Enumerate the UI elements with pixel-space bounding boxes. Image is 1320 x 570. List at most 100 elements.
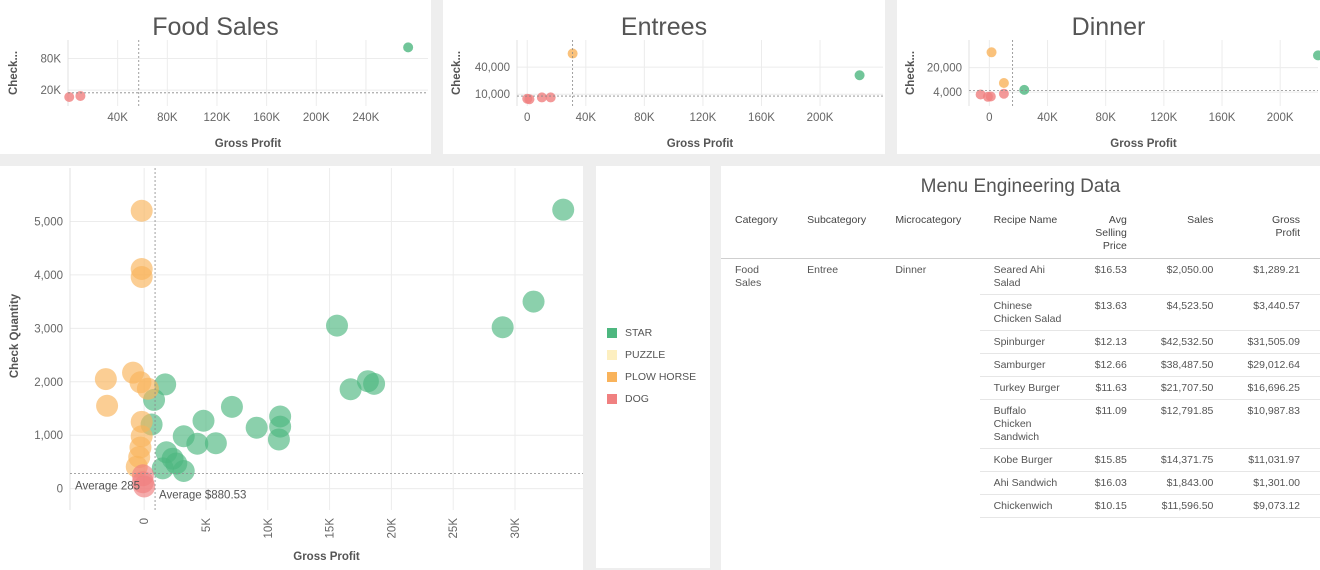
menu-engineering-scatter-chart[interactable]: 0 5K 10K 15K 20K 25K 30K 0 1,000 2,000 3,000 4,000 5… [0, 166, 583, 570]
data-point-dog[interactable] [75, 90, 86, 101]
plot-area [516, 40, 883, 106]
gross-profit-cell: $10,987.83 [1233, 399, 1320, 449]
data-point-dog[interactable] [64, 92, 75, 103]
chart-title: Dinner [1071, 13, 1146, 41]
legend-item-puzzle[interactable]: PUZZLE [607, 348, 665, 362]
legend-swatch [607, 372, 617, 382]
data-point-dog[interactable] [536, 92, 547, 103]
data-point-plow-horse[interactable] [136, 377, 159, 400]
column-header-microcategory[interactable]: Microcategory [895, 214, 962, 226]
data-point-star[interactable] [1019, 84, 1030, 95]
gross-profit-cell: $31,505.09 [1233, 330, 1320, 354]
legend-item-plow-horse[interactable]: PLOW HORSE [607, 370, 696, 384]
legend-panel: STAR PUZZLE PLOW HORSE DOG [596, 166, 710, 568]
y-axis-title: Check Quantity [9, 293, 21, 378]
sales-cell: $12,791.85 [1146, 399, 1234, 449]
column-header-category[interactable]: Category [735, 214, 778, 226]
data-point-dog[interactable] [524, 94, 535, 105]
entrees-scatter-chart[interactable]: 0 40K 80K 120K 160K 200K 10,000 40,000 Gross Pro… [443, 0, 885, 154]
legend-swatch [607, 394, 617, 404]
data-point-star[interactable] [151, 457, 174, 480]
data-point-star[interactable] [220, 395, 243, 418]
legend-label: STAR [625, 327, 653, 339]
column-header-gross-profit[interactable]: Gross Profit [1271, 214, 1300, 239]
table-row[interactable]: Turkey Burger $11.63 $21,707.50 $16,696.25 [721, 376, 1320, 400]
sales-cell: $2,050.00 [1146, 258, 1234, 295]
gross-profit-cell: $3,440.57 [1233, 294, 1320, 331]
data-point-plow-horse[interactable] [130, 199, 153, 222]
table-row[interactable]: Samburger $12.66 $38,487.50 $29,012.64 [721, 353, 1320, 377]
x-tick-label: 80K [157, 112, 178, 124]
data-point-star[interactable] [356, 370, 379, 393]
data-point-dog[interactable] [133, 475, 156, 498]
y-axis-title: Check... [905, 51, 917, 95]
dinner-scatter-chart[interactable]: 0 40K 80K 120K 160K 200K 4,000 20,000 Gross Prof… [897, 0, 1320, 154]
x-tick-label: 40K [107, 112, 128, 124]
data-point-star[interactable] [204, 432, 227, 455]
y-tick-label: 3,000 [34, 323, 63, 335]
y-tick-label: 80K [41, 53, 62, 65]
avg-price-cell: $15.85 [1068, 448, 1147, 472]
data-point-star[interactable] [522, 290, 545, 313]
table-row[interactable]: Spinburger $12.13 $42,532.50 $31,505.09 [721, 330, 1320, 354]
data-point-star[interactable] [339, 378, 362, 401]
avg-price-cell: $11.63 [1068, 376, 1147, 400]
data-point-star[interactable] [326, 314, 349, 337]
table-row[interactable]: Ahi Sandwich $16.03 $1,843.00 $1,301.00 [721, 471, 1320, 495]
avg-price-cell: $12.13 [1068, 330, 1147, 354]
sales-cell: $4,523.50 [1146, 294, 1234, 331]
data-point-plow-horse[interactable] [998, 77, 1009, 88]
legend-swatch [607, 328, 617, 338]
gross-profit-cell: $1,289.21 [1233, 258, 1320, 295]
data-point-star[interactable] [403, 42, 414, 53]
avg-price-cell: $10.15 [1068, 494, 1147, 518]
data-point-star[interactable] [854, 70, 865, 81]
column-header-avg-selling-price[interactable]: Avg Selling Price [1095, 214, 1127, 252]
menu-engineering-table: Category Subcategory Microcategory Recip… [721, 211, 1320, 518]
table-row[interactable]: Buffalo Chicken Sandwich $11.09 $12,791.85… [721, 399, 1320, 449]
data-point-star[interactable] [172, 425, 195, 448]
sales-cell: $1,843.00 [1146, 471, 1234, 495]
y-tick-label: 1,000 [34, 430, 63, 442]
table-row[interactable]: Chickenwich $10.15 $11,596.50 $9,073.12 [721, 494, 1320, 518]
legend-item-dog[interactable]: DOG [607, 392, 649, 406]
data-point-star[interactable] [491, 316, 514, 339]
table-row[interactable]: Food Sales Entree Dinner Seared Ahi Salad $1… [721, 258, 1320, 295]
group-microcategory-cell: Dinner [895, 264, 927, 276]
column-header-sales[interactable]: Sales [1187, 214, 1214, 226]
legend-item-star[interactable]: STAR [607, 326, 652, 340]
data-point-star[interactable] [172, 459, 195, 482]
column-header-subcategory[interactable]: Subcategory [807, 214, 867, 226]
data-point-star[interactable] [245, 416, 268, 439]
gross-profit-cell: $16,696.25 [1233, 376, 1320, 400]
data-point-dog[interactable] [998, 88, 1009, 99]
data-point-star[interactable] [552, 198, 575, 221]
table-row[interactable]: Kobe Burger $15.85 $14,371.75 $11,031.97 [721, 448, 1320, 472]
data-point-star[interactable] [192, 409, 215, 432]
y-tick-label: 40,000 [475, 62, 510, 74]
data-point-plow-horse[interactable] [130, 266, 153, 289]
y-tick-label: 4,000 [34, 270, 63, 282]
data-point-plow-horse[interactable] [986, 47, 997, 58]
data-point-plow-horse[interactable] [96, 394, 119, 417]
recipe-name-cell: Kobe Burger [979, 448, 1069, 472]
average-y-label: Average 285 [75, 480, 140, 492]
y-tick-label: 20,000 [927, 63, 962, 75]
x-axis-title: Gross Profit [215, 138, 282, 150]
x-axis-title: Gross Profit [293, 551, 360, 563]
column-header-recipe-name[interactable]: Recipe Name [993, 214, 1058, 226]
data-point-star[interactable] [267, 428, 290, 451]
data-point-star[interactable] [1313, 50, 1320, 61]
x-tick-label: 200K [303, 112, 330, 124]
data-point-dog[interactable] [985, 91, 996, 102]
x-tick-label: 40K [576, 112, 597, 124]
avg-price-cell: $16.53 [1068, 258, 1147, 295]
data-point-plow-horse[interactable] [94, 368, 117, 391]
data-point-star[interactable] [154, 373, 177, 396]
x-tick-label: 240K [353, 112, 380, 124]
recipe-name-cell: Buffalo Chicken Sandwich [979, 399, 1069, 449]
food-sales-scatter-chart[interactable]: 40K 80K 120K 160K 200K 240K 20K 80K Gross Profit… [0, 0, 431, 154]
sales-cell: $21,707.50 [1146, 376, 1234, 400]
data-point-dog[interactable] [545, 92, 556, 103]
table-row[interactable]: Chinese Chicken Salad $13.63 $4,523.50 $3,4… [721, 294, 1320, 331]
